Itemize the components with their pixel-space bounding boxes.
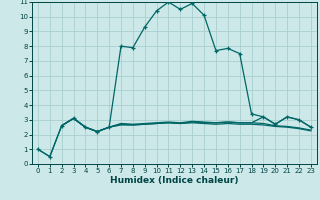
X-axis label: Humidex (Indice chaleur): Humidex (Indice chaleur) [110,176,239,185]
